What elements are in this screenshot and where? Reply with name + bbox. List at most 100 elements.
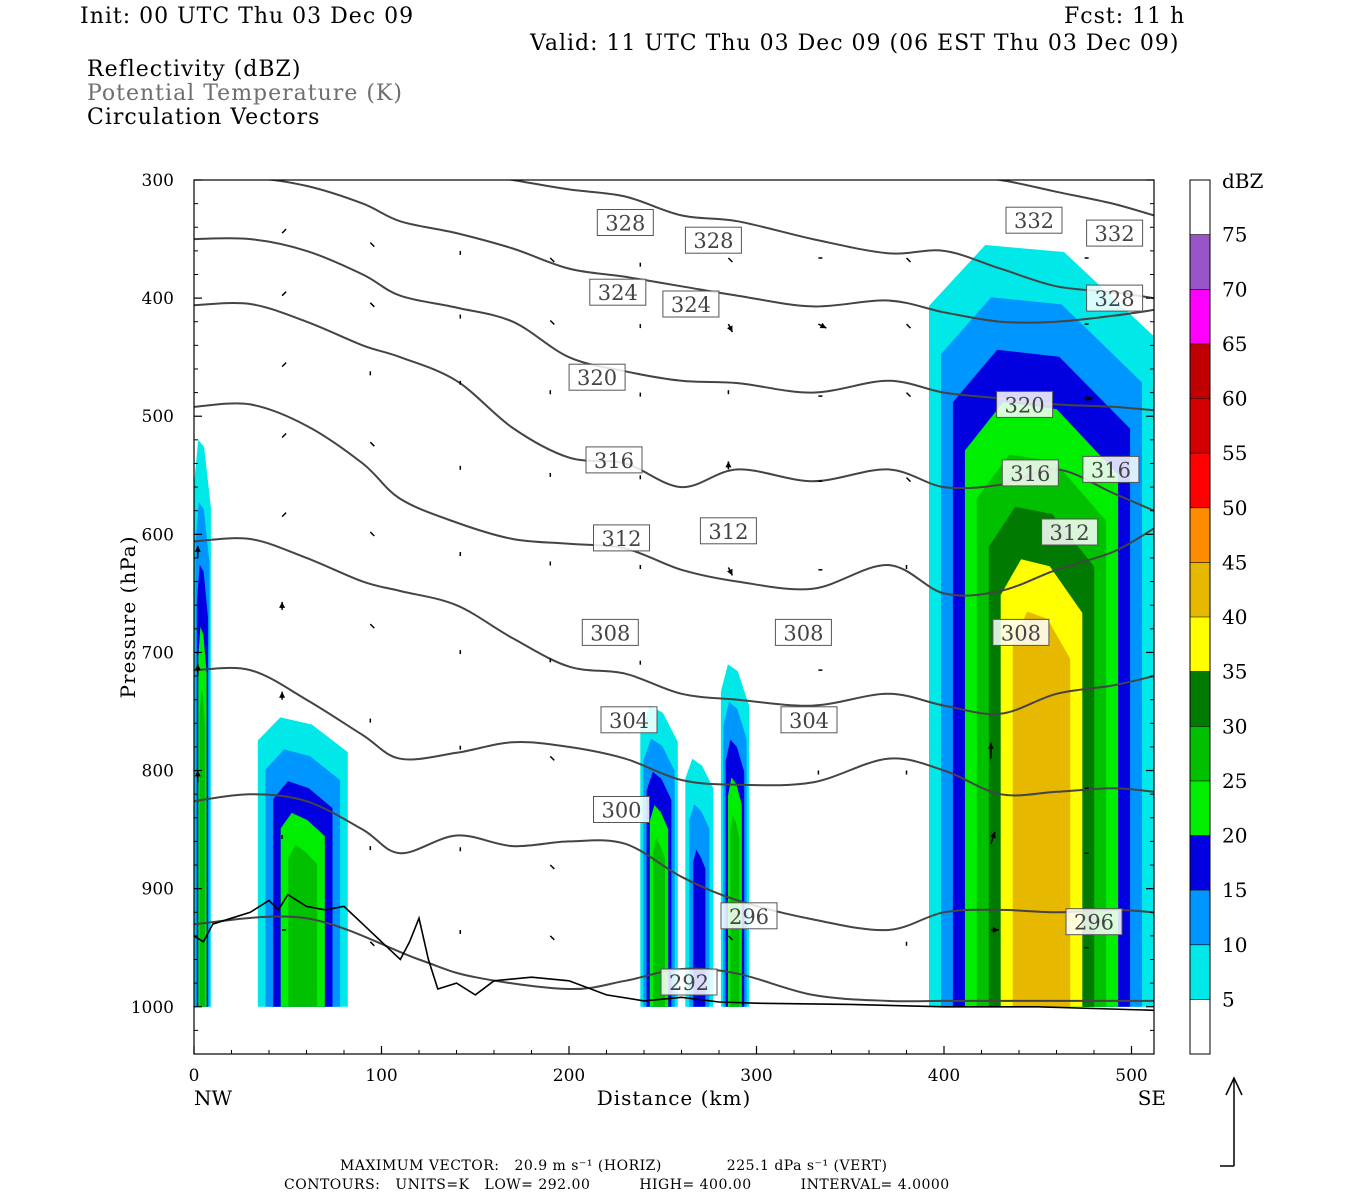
colorbar-bin (1190, 398, 1210, 454)
contour-label-text: 320 (1005, 393, 1045, 417)
x-end-label-se: SE (1138, 1086, 1166, 1110)
circulation-vector (905, 323, 912, 329)
reflectivity-cell-3-band-15 (693, 849, 706, 1007)
vector-shaft (549, 864, 555, 870)
contour-label-text: 304 (789, 709, 829, 733)
circulation-vector (281, 362, 287, 368)
contour-label-box (996, 390, 1054, 418)
circulation-vector (987, 742, 994, 759)
circulation-vector (281, 432, 287, 439)
reflectivity-cell-5-band-40 (1012, 611, 1071, 1007)
contour-label-text: 316 (594, 449, 634, 473)
colorbar-unit: dBZ (1222, 169, 1264, 193)
contour-label-text: 312 (1050, 521, 1090, 545)
contour-label-text: 312 (708, 520, 748, 544)
contour-label: 328 (596, 209, 654, 236)
colorbar-level-label: 65 (1222, 332, 1247, 356)
colorbar-level-label: 55 (1222, 441, 1247, 465)
contour-label: 324 (589, 278, 647, 306)
contour-label-box (593, 796, 650, 823)
contour-label: 328 (684, 226, 742, 254)
circulation-vector (281, 228, 287, 234)
reflectivity-cell-0-band-25 (199, 689, 206, 1007)
circulation-vector (194, 664, 201, 677)
x-tick-label: 300 (740, 1066, 772, 1086)
colorbar-bin (1190, 289, 1210, 344)
y-tick-label: 600 (142, 525, 174, 545)
colorbar-bin (1190, 999, 1210, 1054)
y-tick-label: 400 (142, 289, 174, 309)
contour-label-text: 328 (605, 212, 645, 236)
contour-label-text: 332 (1095, 222, 1135, 246)
contour-label: 304 (600, 706, 658, 734)
contour-label-box (1082, 455, 1140, 483)
colorbar-bin (1190, 944, 1210, 1000)
colorbar-bin (1190, 617, 1210, 672)
contour-label-text: 308 (590, 621, 630, 645)
colorbar-bin (1190, 671, 1210, 727)
contour-label-box (589, 278, 647, 306)
circulation-vector (905, 257, 912, 263)
footer-contours-label: CONTOURS: (284, 1177, 381, 1193)
colorbar-level-label: 25 (1222, 769, 1247, 793)
circulation-vector (727, 935, 733, 941)
vector-shaft (281, 512, 287, 518)
vector-shaft (369, 441, 375, 447)
contour-label: 320 (996, 390, 1054, 418)
contour-label: 316 (1001, 459, 1059, 487)
footer-interval: INTERVAL= 4.0000 (800, 1177, 950, 1193)
circulation-vector (727, 257, 733, 263)
contour-label: 324 (662, 290, 720, 318)
vector-shaft (281, 291, 287, 297)
circulation-vector (727, 323, 734, 333)
circulation-vector (990, 927, 999, 933)
vector-head (194, 545, 201, 552)
colorbar-level-label: 75 (1222, 223, 1247, 247)
contour-label-text: 312 (601, 527, 641, 551)
vector-head (992, 927, 999, 933)
circulation-vector (369, 441, 375, 447)
colorbar-level-label: 40 (1222, 605, 1247, 629)
vector-head (279, 601, 286, 608)
colorbar-bin (1190, 726, 1210, 781)
y-tick-label: 300 (142, 171, 174, 191)
contour-label-text: 300 (601, 799, 641, 823)
contour-label-box (585, 446, 643, 474)
x-tick-label: 400 (928, 1066, 960, 1086)
theta-contour-312 (194, 302, 1154, 512)
contour-label-box (1041, 518, 1099, 546)
x-end-label-nw: NW (194, 1086, 233, 1110)
contour-label: 312 (1041, 518, 1099, 546)
x-tick-label: 100 (365, 1066, 397, 1086)
reflectivity-cell-2-band-25 (653, 838, 665, 1007)
colorbar-level-label: 15 (1222, 878, 1247, 902)
reference-vector-icon (1220, 1076, 1243, 1167)
colorbar-level-label: 45 (1222, 550, 1247, 574)
legend-theta: Potential Temperature (K) (87, 81, 403, 106)
contour-label-box (992, 618, 1050, 646)
contour-label-box (684, 226, 742, 254)
colorbar-bin (1190, 343, 1210, 399)
vector-shaft (281, 432, 287, 439)
contour-label-box (593, 524, 650, 552)
vector-shaft (727, 935, 733, 941)
contour-label-text: 296 (729, 905, 769, 929)
circulation-vector (369, 941, 375, 947)
circulation-vector (905, 477, 912, 483)
x-tick-label: 0 (189, 1066, 200, 1086)
circulation-vector (990, 831, 996, 845)
contour-label: 328 (1086, 284, 1144, 312)
colorbar-level-label: 20 (1222, 824, 1247, 848)
vector-shaft (549, 257, 555, 263)
contour-label-text: 328 (693, 229, 733, 253)
colorbar-bin (1190, 890, 1210, 945)
vector-shaft (549, 935, 555, 941)
footer-max-vector: MAXIMUM VECTOR: 20.9 m s⁻¹ (HORIZ) 225.1… (340, 1158, 887, 1174)
contour-label-text: 320 (577, 366, 617, 390)
contour-label-text: 324 (598, 281, 638, 305)
circulation-vector (281, 291, 287, 297)
contour-label-box (596, 209, 654, 236)
theta-contour-304 (194, 537, 1154, 716)
contour-label-box (720, 902, 778, 930)
